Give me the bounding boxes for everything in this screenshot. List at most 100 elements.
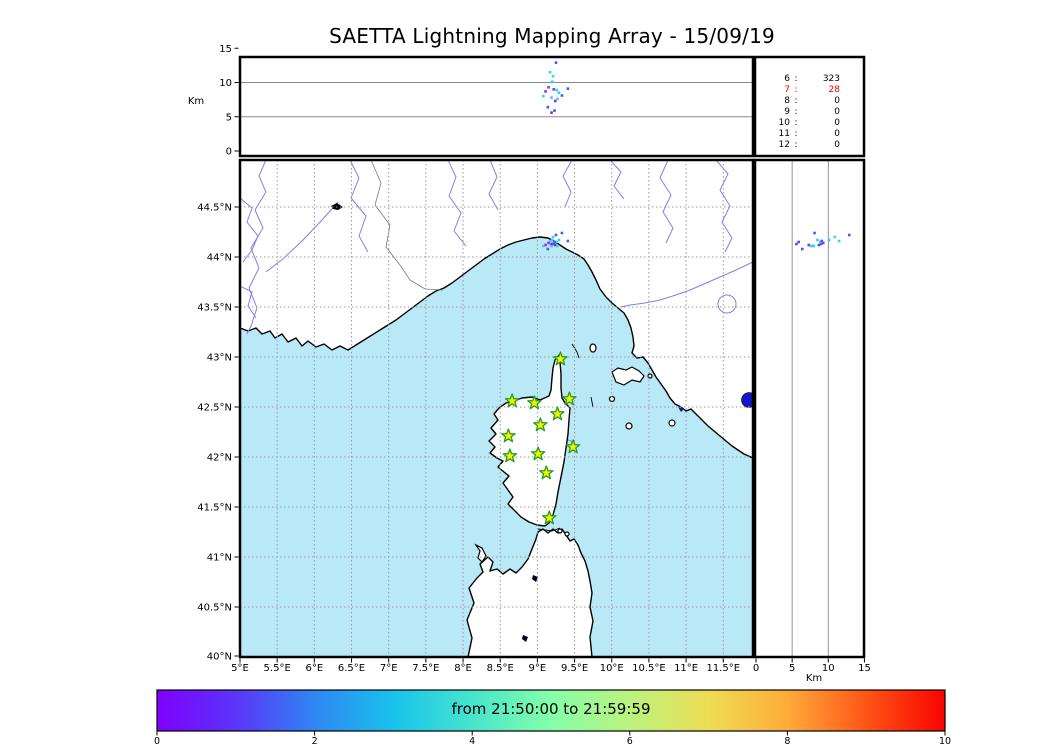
station-star-marker bbox=[527, 395, 542, 410]
lightning-source-dot bbox=[547, 241, 550, 245]
station-count-value: 0 bbox=[834, 129, 840, 139]
panel-frames bbox=[238, 55, 866, 659]
lat-tick-label: 42°N bbox=[207, 453, 232, 464]
station-count-colon: : bbox=[794, 96, 798, 106]
station-count-colon: : bbox=[794, 107, 798, 117]
map-basemap bbox=[241, 161, 752, 656]
lon-tick-label: 5.5°E bbox=[264, 663, 291, 674]
station-markers bbox=[501, 351, 581, 525]
lon-tick-label: 10.5°E bbox=[632, 663, 666, 674]
lightning-source-dot bbox=[544, 90, 547, 93]
lightning-source-dot bbox=[550, 244, 553, 248]
station-count-key: 12 bbox=[778, 140, 790, 150]
lightning-source-dot bbox=[557, 238, 561, 242]
station-count-key: 7 bbox=[784, 85, 790, 95]
station-count-key: 6 bbox=[784, 74, 790, 84]
lightning-source-dot bbox=[837, 239, 841, 243]
lon-tick-label: 6°E bbox=[306, 663, 324, 674]
alt-tick-label: 5 bbox=[789, 663, 795, 674]
coast-detail-strokes bbox=[537, 343, 594, 532]
axis-ticks-and-labels: 5°E 5.5°E 6°E 6.5°E 7°E 7.5°E 8°E 8.5°E 9°E 9.5°E… bbox=[154, 44, 951, 747]
lightning-source-dot bbox=[552, 242, 556, 246]
lightning-source-dot bbox=[817, 243, 821, 247]
lightning-source-dot bbox=[554, 233, 558, 237]
lightning-source-dot bbox=[553, 99, 557, 103]
lightning-source-dot bbox=[550, 80, 554, 84]
lightning-source-dot bbox=[556, 97, 559, 101]
station-count-row: 11: 0 bbox=[757, 129, 862, 140]
station-star-marker bbox=[504, 393, 520, 408]
lightning-source-dot bbox=[816, 238, 819, 242]
map-lightning-dots bbox=[542, 231, 570, 251]
islet-maddalena-2 bbox=[564, 531, 570, 537]
station-count-row: 6: 323 bbox=[757, 74, 862, 85]
station-star-marker bbox=[553, 351, 568, 366]
islet-maddalena-1 bbox=[557, 528, 563, 534]
lightning-source-dot bbox=[795, 242, 798, 246]
lightning-source-dot bbox=[807, 243, 811, 247]
alt-lat-panel-content bbox=[791, 161, 851, 656]
station-count-key: 11 bbox=[778, 129, 790, 139]
lightning-source-dot bbox=[821, 241, 825, 245]
lightning-source-dot bbox=[813, 231, 816, 235]
lightning-source-dot bbox=[550, 242, 553, 246]
lon-tick-label: 7.5°E bbox=[412, 663, 439, 674]
lightning-source-dot bbox=[547, 85, 550, 89]
station-count-value: 0 bbox=[834, 140, 840, 150]
lightning-source-dot bbox=[560, 94, 564, 97]
lat-tick-label: 44.5°N bbox=[197, 203, 232, 214]
alt-tick-label: 15 bbox=[858, 663, 871, 674]
station-counts-panel: 6: 323 7: 28 8: 0 9: 0 10: 0 11: 0 12: 0 bbox=[757, 57, 862, 171]
colorbar-tick-label: 0 bbox=[154, 736, 160, 747]
alt-lat-panel-frame bbox=[753, 158, 866, 659]
lightning-source-dot bbox=[542, 94, 545, 98]
lightning-source-dot bbox=[820, 239, 824, 243]
alt-tick-label: 0 bbox=[753, 663, 759, 674]
island-capraia bbox=[589, 343, 597, 353]
island-elba bbox=[611, 366, 645, 386]
lightning-source-dot bbox=[553, 240, 556, 244]
station-count-row: 8: 0 bbox=[757, 96, 862, 107]
alt-tick-label: 10 bbox=[219, 78, 232, 89]
station-star-marker bbox=[502, 448, 518, 463]
lightning-source-dot bbox=[546, 247, 550, 251]
lightning-source-dot bbox=[819, 242, 823, 246]
lightning-source-dot bbox=[550, 238, 554, 242]
lightning-source-dot bbox=[566, 239, 570, 243]
island-giglio bbox=[668, 419, 676, 427]
lightning-source-dot bbox=[551, 235, 555, 239]
lat-tick-label: 40°N bbox=[207, 652, 232, 663]
lake-sardinia-2 bbox=[522, 635, 528, 642]
station-count-row: 10: 0 bbox=[757, 118, 862, 129]
alt-tick-label: 10 bbox=[822, 663, 835, 674]
alt-tick-label: 0 bbox=[226, 147, 232, 158]
time-colorbar bbox=[156, 689, 946, 732]
country-border-line bbox=[370, 161, 444, 291]
lat-tick-label: 41°N bbox=[207, 553, 232, 564]
colorbar-tick-label: 8 bbox=[784, 736, 790, 747]
lon-tick-label: 9°E bbox=[529, 663, 547, 674]
lightning-source-dot bbox=[812, 244, 816, 248]
station-count-value: 0 bbox=[834, 107, 840, 117]
station-count-row: 12: 0 bbox=[757, 140, 862, 151]
lightning-source-dot bbox=[550, 96, 553, 99]
station-count-colon: : bbox=[794, 129, 798, 139]
lightning-source-dot bbox=[819, 240, 822, 244]
lon-tick-label: 7°E bbox=[380, 663, 398, 674]
station-count-colon: : bbox=[794, 85, 798, 95]
lightning-source-dot bbox=[552, 88, 556, 91]
lightning-source-dot bbox=[833, 235, 837, 239]
lightning-source-dot bbox=[550, 111, 553, 114]
lightning-source-dot bbox=[800, 247, 804, 251]
lat-tick-label: 42.5°N bbox=[197, 403, 232, 414]
lat-tick-label: 43°N bbox=[207, 353, 232, 364]
alt-tick-label: 5 bbox=[226, 112, 232, 123]
lake-sardinia-1 bbox=[532, 575, 538, 582]
lightning-source-dot bbox=[546, 105, 550, 109]
station-star-marker bbox=[562, 391, 577, 406]
map-frame bbox=[238, 158, 755, 659]
colorbar-tick-label: 2 bbox=[312, 736, 318, 747]
lightning-source-dot bbox=[548, 70, 552, 74]
